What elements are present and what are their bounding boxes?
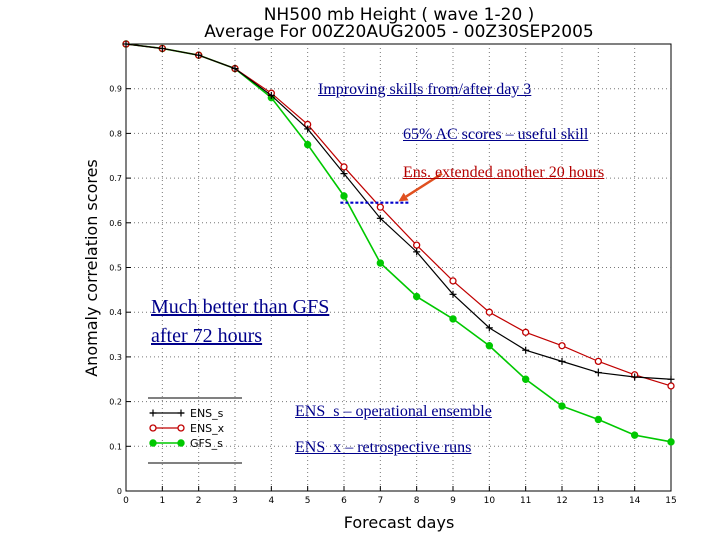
x-tick-label: 13 (593, 496, 604, 506)
point-ens-s (558, 357, 566, 365)
x-axis-label: Forecast days (344, 513, 455, 532)
annotation-65-ac: 65% AC scores – useful skill (403, 126, 589, 143)
y-tick-label: 0.7 (109, 174, 122, 183)
x-tick-label: 3 (232, 496, 238, 506)
x-tick-label: 1 (159, 496, 165, 506)
point-ens-s (631, 373, 639, 381)
y-tick-label: 0.3 (109, 353, 122, 362)
point-ens-x (667, 382, 675, 390)
annotation-better-line-2: after 72 hours (151, 325, 263, 347)
x-tick-label: 0 (123, 496, 129, 506)
point-ens-x (376, 203, 384, 211)
point-ens-s (304, 125, 312, 133)
point-gfs-s (594, 415, 603, 424)
y-tick-label: 0 (117, 487, 122, 496)
x-tick-label: 9 (450, 496, 456, 506)
point-ens-x (558, 342, 566, 350)
point-ens-s (594, 369, 602, 377)
legend-marker-right (177, 424, 185, 432)
chart-subtitle: Average For 00Z20AUG2005 - 00Z30SEP2005 (204, 22, 594, 42)
point-gfs-s (485, 342, 494, 350)
legend: ENS_s ENS_x GFS_s (148, 397, 242, 464)
x-tick-label: 2 (196, 496, 202, 506)
x-tick-label: 14 (629, 496, 641, 506)
point-ens-x (413, 241, 421, 249)
x-tick-label: 7 (377, 496, 383, 506)
point-ens-s (413, 248, 421, 256)
y-tick-label: 0.9 (109, 85, 122, 94)
x-tick-label: 8 (414, 496, 420, 506)
legend-rows: ENS_s ENS_x GFS_s (149, 407, 225, 450)
legend-marker-left (149, 409, 157, 417)
y-axis-ticks: 0 0.1 0.2 0.3 0.4 0.5 0.6 0.7 0.8 0.9 (109, 85, 131, 496)
point-ens-s (485, 324, 493, 332)
annotation-extended: Ens. extended another 20 hours (403, 164, 605, 181)
point-gfs-s (449, 315, 457, 323)
point-ens-s (231, 65, 239, 73)
point-gfs-s (667, 438, 675, 446)
legend-item-ens-s: ENS_s (149, 407, 224, 420)
annotation-arrow-head (398, 192, 409, 202)
y-tick-label: 0.5 (109, 264, 122, 273)
annotation-ens-s: ENS_s – operational ensemble (295, 403, 492, 420)
series-line-gfs-s (125, 43, 672, 443)
legend-label-ens-x: ENS_x (190, 422, 225, 435)
point-ens-x (594, 357, 602, 366)
point-ens-s (667, 375, 675, 383)
point-ens-x (340, 163, 348, 171)
x-tick-label: 15 (665, 496, 676, 506)
point-gfs-s (340, 192, 348, 200)
annotation-arrow (405, 172, 443, 198)
y-tick-label: 0.8 (109, 129, 122, 138)
series-layer (122, 40, 675, 446)
point-ens-s (267, 91, 275, 99)
legend-marker-left (149, 439, 157, 447)
point-ens-s (449, 290, 457, 298)
x-tick-label: 10 (484, 496, 496, 506)
x-tick-label: 5 (305, 496, 311, 506)
y-axis-label: Anomaly correlation scores (82, 159, 101, 377)
legend-marker-left (149, 424, 157, 432)
point-ens-s (376, 214, 384, 222)
point-ens-s (522, 346, 530, 354)
grid-lines (126, 44, 671, 491)
annotation-better-line-1: Much better than GFS (151, 296, 330, 318)
x-axis-ticks: 0 1 2 3 4 5 6 7 8 9 10 11 12 13 14 15 (123, 486, 677, 506)
y-tick-label: 0.6 (109, 219, 122, 228)
point-ens-s (340, 170, 348, 178)
point-ens-s (122, 40, 130, 48)
legend-marker-right (177, 439, 185, 447)
point-gfs-s (630, 431, 639, 439)
legend-marker-right (177, 409, 185, 417)
point-ens-x (449, 277, 457, 285)
x-tick-label: 4 (268, 496, 274, 506)
x-tick-label: 11 (520, 496, 531, 506)
legend-item-ens-x: ENS_x (149, 422, 225, 435)
series-gfs-s (122, 40, 675, 446)
annotation-improving: Improving skills from/after day 3 (318, 81, 532, 98)
point-gfs-s (521, 375, 530, 383)
y-tick-label: 0.4 (109, 308, 122, 317)
point-ens-x (522, 328, 530, 336)
point-gfs-s (303, 140, 312, 149)
point-ens-x (485, 308, 493, 316)
point-gfs-s (412, 292, 421, 301)
legend-item-gfs-s: GFS_s (149, 437, 223, 450)
chart-title: NH500 mb Height ( wave 1-20 ) (264, 5, 535, 25)
point-ens-s (195, 51, 203, 59)
series-line-ens-s (125, 43, 672, 380)
legend-label-ens-s: ENS_s (190, 407, 224, 420)
point-gfs-s (376, 259, 385, 267)
x-tick-label: 6 (341, 496, 347, 506)
annotation-ens-x: ENS_x – retrospective runs (295, 439, 472, 456)
point-gfs-s (558, 402, 566, 410)
y-tick-label: 0.2 (109, 398, 122, 407)
x-tick-label: 12 (556, 496, 567, 506)
legend-label-gfs-s: GFS_s (190, 437, 223, 450)
y-tick-label: 0.1 (109, 442, 122, 451)
series-ens-s (122, 40, 675, 383)
point-ens-s (158, 44, 166, 52)
